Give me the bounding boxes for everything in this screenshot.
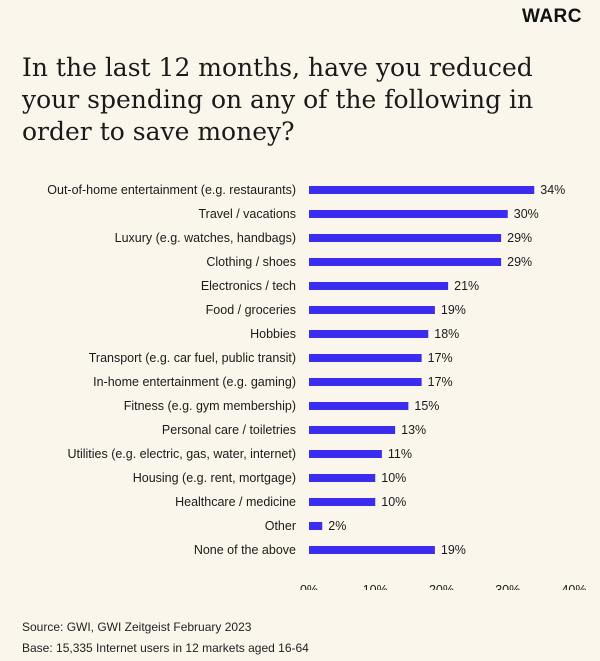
bar bbox=[309, 282, 449, 290]
bar bbox=[309, 330, 429, 338]
value-label: 13% bbox=[401, 423, 426, 437]
category-label: Electronics / tech bbox=[201, 279, 296, 293]
category-label: Luxury (e.g. watches, handbags) bbox=[115, 231, 296, 245]
bar bbox=[309, 450, 382, 458]
bar bbox=[309, 186, 535, 194]
category-label: Transport (e.g. car fuel, public transit… bbox=[89, 351, 296, 365]
value-label: 30% bbox=[514, 207, 539, 221]
value-label: 18% bbox=[434, 327, 459, 341]
value-label: 15% bbox=[414, 399, 439, 413]
value-label: 21% bbox=[454, 279, 479, 293]
bar bbox=[309, 474, 376, 482]
value-label: 10% bbox=[381, 471, 406, 485]
value-label: 34% bbox=[540, 183, 565, 197]
category-label: Fitness (e.g. gym membership) bbox=[124, 399, 296, 413]
bar bbox=[309, 426, 396, 434]
base-note: Base: 15,335 Internet users in 12 market… bbox=[22, 641, 309, 655]
bar bbox=[309, 354, 422, 362]
value-label: 2% bbox=[328, 519, 346, 533]
value-label: 11% bbox=[388, 447, 412, 461]
bar bbox=[309, 402, 409, 410]
x-tick-label: 20% bbox=[429, 583, 454, 590]
value-label: 29% bbox=[507, 255, 532, 269]
category-label: Other bbox=[265, 519, 296, 533]
category-label: Utilities (e.g. electric, gas, water, in… bbox=[67, 447, 296, 461]
source-note: Source: GWI, GWI Zeitgeist February 2023 bbox=[22, 620, 252, 634]
value-label: 17% bbox=[428, 375, 453, 389]
bar-chart: Out-of-home entertainment (e.g. restaura… bbox=[47, 183, 586, 590]
bar bbox=[309, 258, 502, 266]
category-label: Out-of-home entertainment (e.g. restaura… bbox=[47, 183, 296, 197]
category-label: Hobbies bbox=[250, 327, 296, 341]
bar bbox=[309, 546, 435, 554]
value-label: 19% bbox=[441, 543, 466, 557]
category-label: Personal care / toiletries bbox=[162, 423, 296, 437]
value-label: 29% bbox=[507, 231, 532, 245]
x-tick-label: 40% bbox=[561, 583, 586, 590]
category-label: Healthcare / medicine bbox=[175, 495, 296, 509]
bar bbox=[309, 210, 508, 218]
value-label: 19% bbox=[441, 303, 466, 317]
value-label: 17% bbox=[428, 351, 453, 365]
category-label: Housing (e.g. rent, mortgage) bbox=[133, 471, 296, 485]
value-label: 10% bbox=[381, 495, 406, 509]
bar bbox=[309, 234, 502, 242]
bar bbox=[309, 498, 376, 506]
category-label: None of the above bbox=[194, 543, 296, 557]
warc-logo: WARC bbox=[521, 6, 582, 27]
bar bbox=[309, 378, 422, 386]
category-label: Food / groceries bbox=[206, 303, 296, 317]
category-label: Travel / vacations bbox=[199, 207, 297, 221]
chart-title: In the last 12 months, have you reduced … bbox=[22, 53, 534, 146]
category-label: In-home entertainment (e.g. gaming) bbox=[93, 375, 296, 389]
x-tick-label: 30% bbox=[495, 583, 520, 590]
x-tick-label: 0% bbox=[300, 583, 318, 590]
bar bbox=[309, 522, 323, 530]
x-tick-label: 10% bbox=[363, 583, 388, 590]
bar bbox=[309, 306, 435, 314]
category-label: Clothing / shoes bbox=[206, 255, 296, 269]
